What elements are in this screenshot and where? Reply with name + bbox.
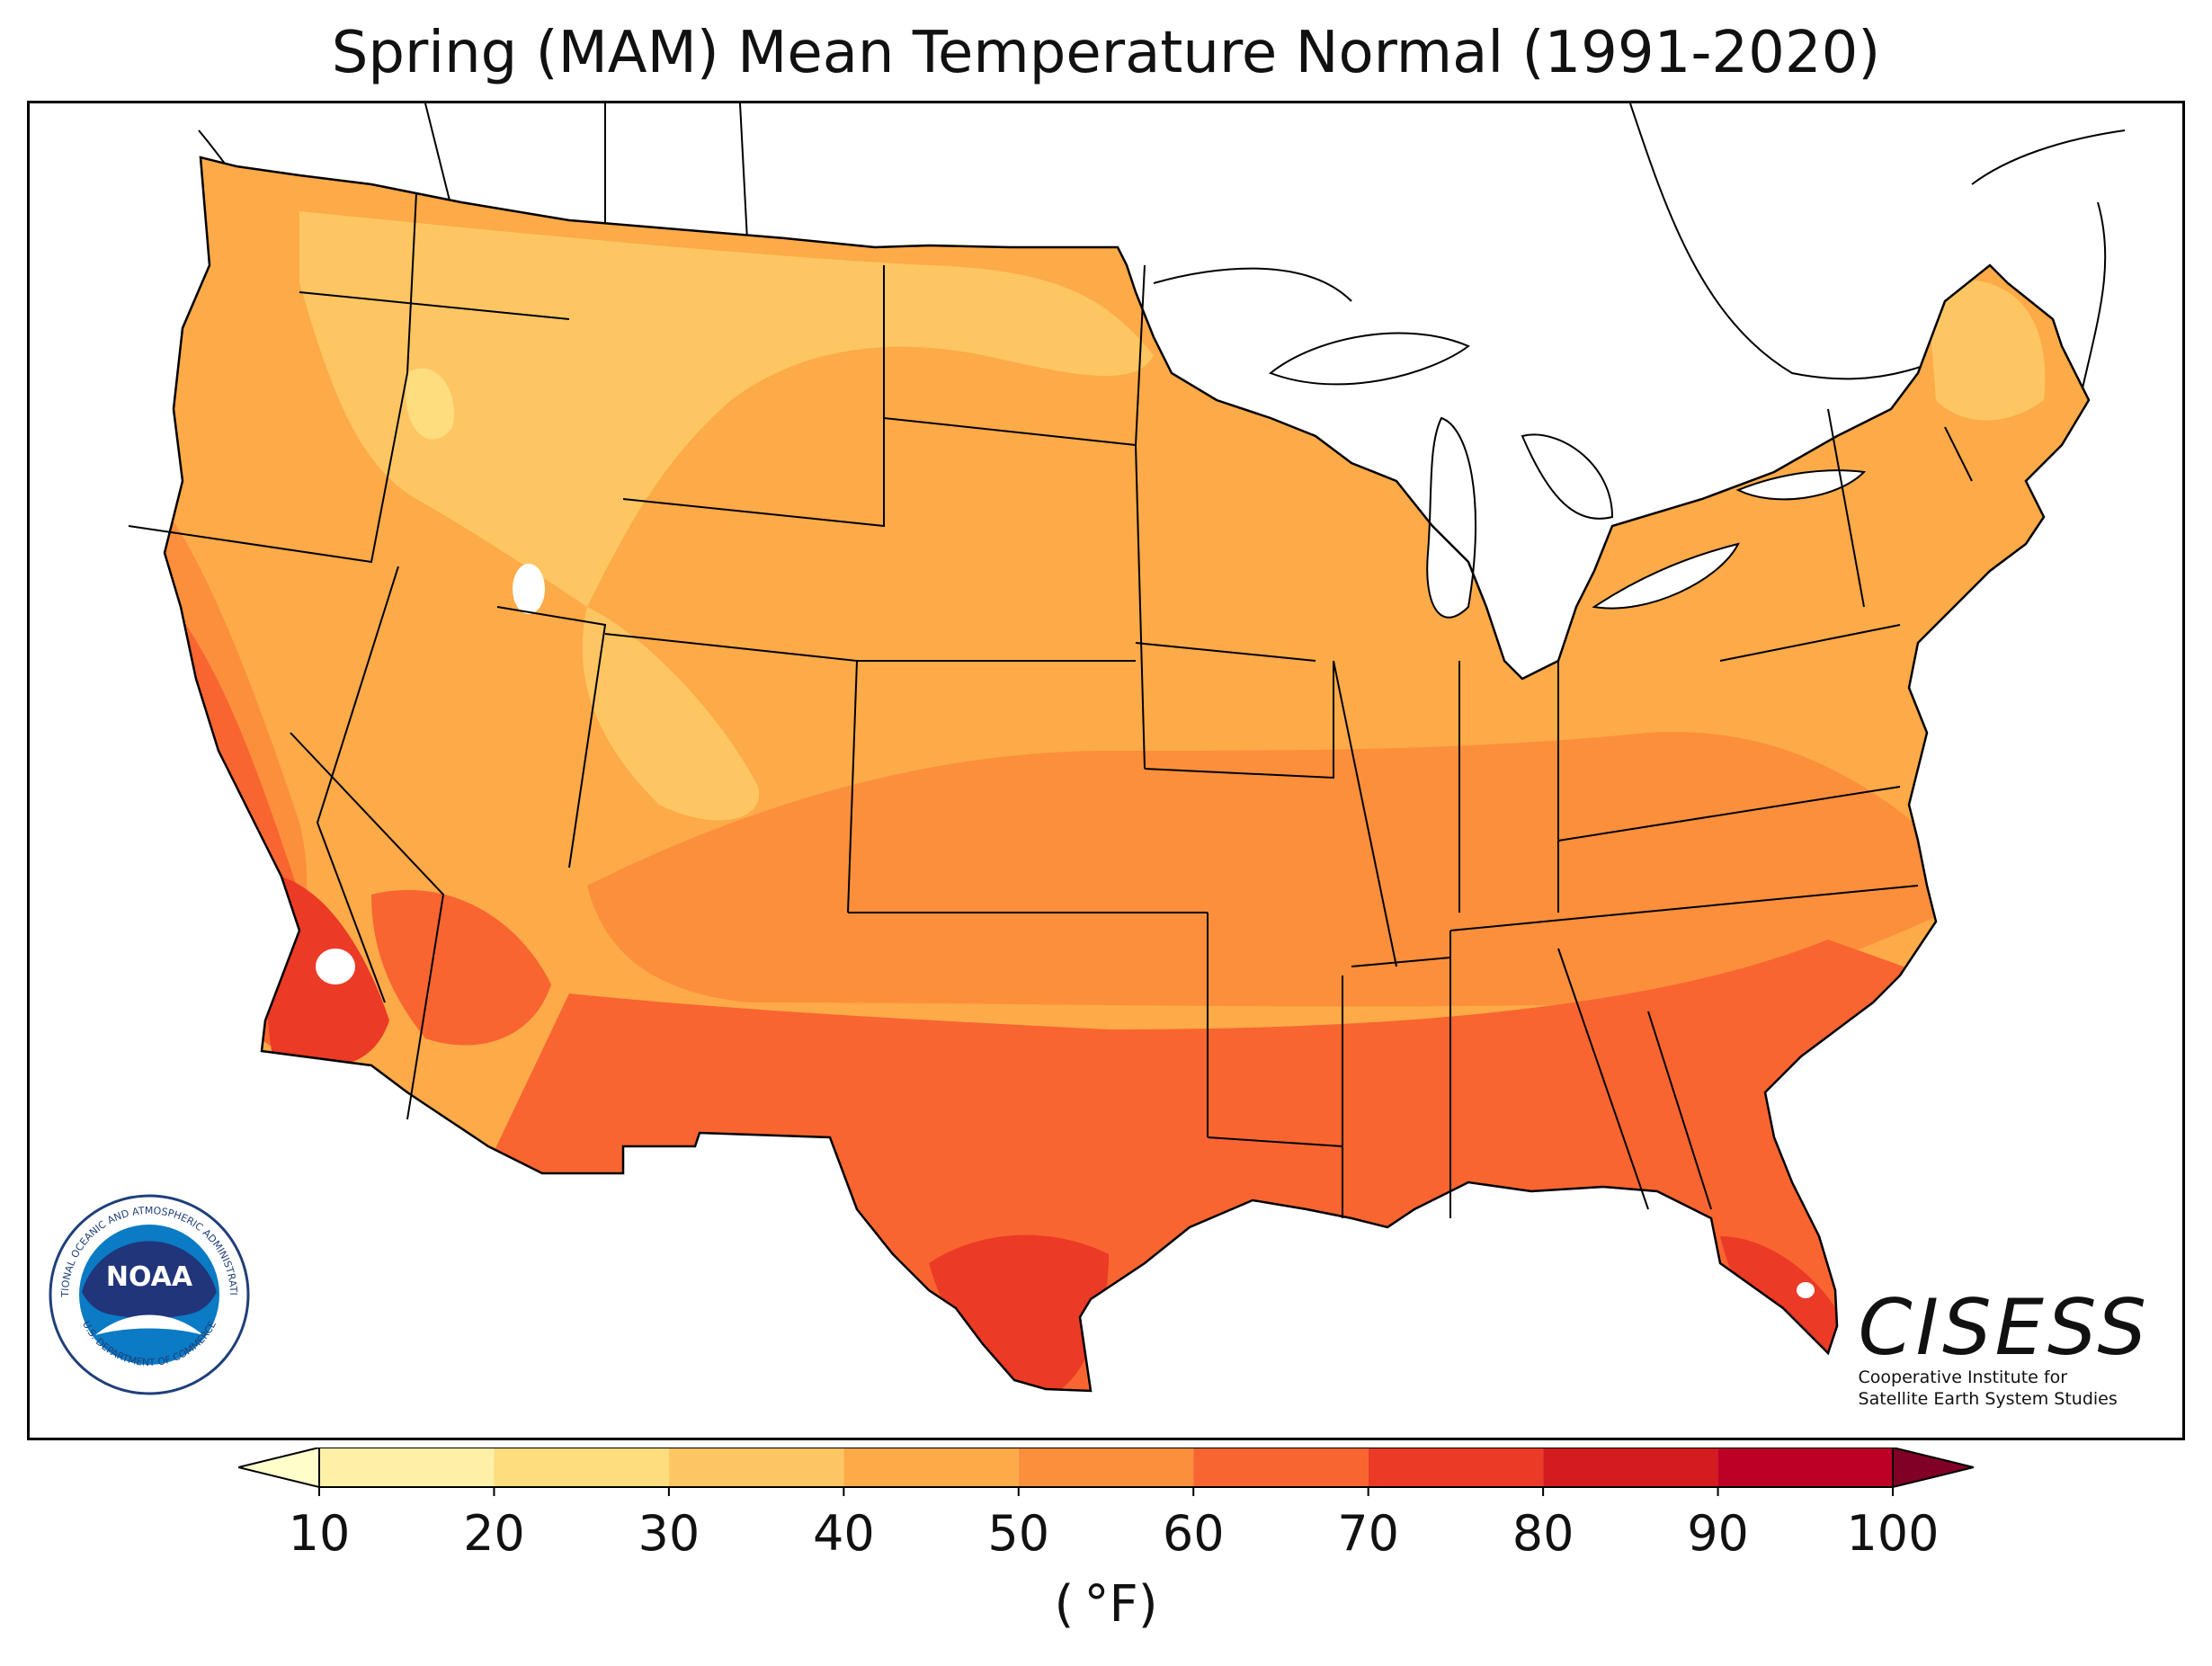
lake-michigan [1426, 416, 1476, 619]
colorbar-tick-label: 30 [638, 1505, 700, 1562]
great-salt-lake [513, 564, 545, 614]
colorbar-tick-label: 60 [1163, 1505, 1225, 1562]
colorbar-bin-60-70 [1193, 1448, 1369, 1487]
colorbar-bin-20-30 [494, 1448, 669, 1487]
cisess-name: CISESS [1858, 1282, 2150, 1373]
colorbar-tick-label: 80 [1512, 1505, 1574, 1562]
colorbar-tick-label: 90 [1687, 1505, 1749, 1562]
colorbar-bin-40-50 [843, 1448, 1019, 1487]
cisess-line2: Satellite Earth System Studies [1858, 1389, 2118, 1410]
colorbar-units-label: ( °F) [1054, 1575, 1158, 1634]
salton-sea [316, 949, 355, 984]
cisess-logo: CISESS Cooperative Institute for Satelli… [1859, 1289, 2150, 1411]
temp-band-50-60 [587, 732, 1945, 1007]
colorbar-tick-label: 100 [1846, 1505, 1939, 1562]
colorbar-bin-30-40 [668, 1448, 844, 1487]
noaa-abbrev: NOAA [106, 1261, 193, 1293]
colorbar-over-arrow [1892, 1448, 1974, 1489]
state-borders [128, 192, 1973, 1218]
lake-okeechobee [1797, 1282, 1815, 1298]
lake-erie [1592, 542, 1740, 610]
page-title: Spring (MAM) Mean Temperature Normal (19… [331, 20, 1881, 86]
temp-band-20-30 [406, 368, 454, 440]
cisess-line1: Cooperative Institute for [1858, 1367, 2068, 1387]
temp-band-70-80-south-texas [929, 1234, 1109, 1391]
noaa-logo-icon: NOAA NATIONAL OCEANIC AND ATMOSPHERIC AD… [46, 1191, 250, 1395]
colorbar-tick-label: 50 [987, 1505, 1049, 1562]
temp-band-30-40 [299, 211, 1154, 607]
colorbar-bin-10-20 [319, 1448, 495, 1487]
map-frame: NOAA NATIONAL OCEANIC AND ATMOSPHERIC AD… [27, 101, 2185, 1440]
colorbar-tick-label: 40 [813, 1505, 875, 1562]
temp-band-30-40-maine [1927, 279, 2046, 421]
colorbar-tick-label: 10 [289, 1505, 351, 1562]
lake-superior [1268, 332, 1470, 386]
colorbar-tick-label: 20 [463, 1505, 525, 1562]
colorbar-bin-50-60 [1018, 1448, 1194, 1487]
temp-band-60-70-arizona [371, 889, 551, 1046]
temperature-field [165, 157, 2089, 1391]
colorbar-bin-80-90 [1543, 1448, 1718, 1487]
lake-huron [1521, 433, 1614, 520]
great-lakes [1268, 332, 1867, 619]
colorbar: 10 20 30 40 50 60 70 80 90 100 [238, 1448, 1974, 1562]
colorbar-under-arrow [238, 1448, 320, 1489]
colorbar-tick-label: 70 [1337, 1505, 1399, 1562]
colorbar-ticks: 10 20 30 40 50 60 70 80 90 100 [289, 1487, 1940, 1562]
us-temperature-map [128, 103, 2126, 1393]
colorbar-bin-90-100 [1717, 1448, 1893, 1487]
colorbar-bins [319, 1448, 1893, 1487]
lake-ontario [1735, 469, 1867, 501]
temp-band-30-40-rockies [582, 607, 760, 821]
colorbar-bin-70-80 [1368, 1448, 1544, 1487]
